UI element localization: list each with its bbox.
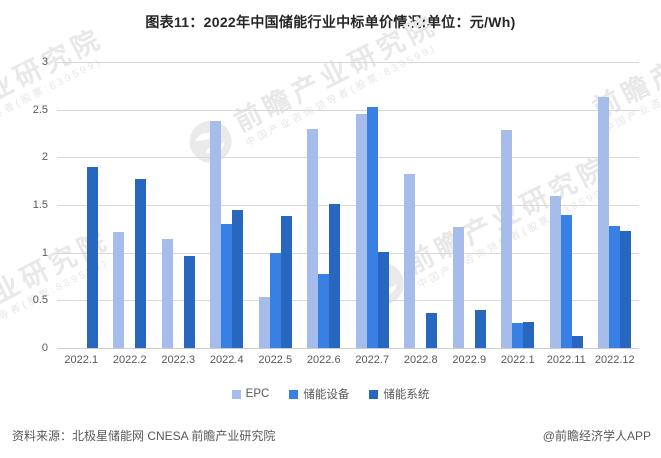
bar-储能设备-2022.12[interactable]: [609, 225, 621, 348]
bar-EPC-2022.2[interactable]: [113, 231, 125, 348]
bar-储能系统-2022.12[interactable]: [620, 230, 632, 348]
x-tick-label: 2022.9: [452, 354, 487, 366]
bar-储能设备-2022.1[interactable]: [512, 323, 524, 348]
bar-EPC-2022.12[interactable]: [598, 97, 610, 348]
plot-area: [57, 62, 639, 349]
legend-item-储能系统[interactable]: 储能系统: [369, 386, 429, 402]
x-tick-label: 2022.7: [355, 354, 390, 366]
gridline: [57, 62, 639, 63]
bar-group: [348, 62, 397, 348]
footer: 资料来源：北极星储能网 CNESA 前瞻产业研究院 @前瞻经济学人APP: [12, 427, 651, 444]
gridline: [57, 109, 639, 111]
bar-EPC-2022.9[interactable]: [452, 226, 464, 348]
bar-储能设备-2022.4[interactable]: [221, 224, 233, 348]
y-tick-label: 1.5: [32, 199, 48, 211]
bar-储能设备-2022.5[interactable]: [269, 252, 281, 348]
bar-group: [203, 62, 252, 348]
bar-储能系统-2022.1[interactable]: [86, 166, 98, 348]
gridline: [57, 157, 639, 159]
x-axis: 2022.1 2022.2 2022.3 2022.4 2022.5 2022.6 2022…: [57, 354, 639, 366]
y-tick-label: 1: [41, 246, 48, 259]
bar-EPC-2022.1[interactable]: [501, 129, 513, 348]
gridline: [57, 300, 639, 302]
gridline: [57, 205, 639, 206]
bar-group: [154, 62, 203, 348]
y-tick-label: 3: [41, 56, 48, 68]
bar-group: [300, 62, 349, 348]
bar-group: [397, 62, 446, 348]
bar-储能系统-2022.2[interactable]: [135, 179, 147, 348]
bar-group: [251, 62, 300, 348]
bar-储能系统-2022.11[interactable]: [571, 335, 583, 348]
bar-储能设备-2022.6[interactable]: [318, 273, 330, 348]
source-note: 资料来源：北极星储能网 CNESA 前瞻产业研究院: [12, 429, 276, 443]
legend-label: 储能系统: [383, 389, 430, 401]
legend-swatch-icon: [289, 389, 299, 399]
bar-group: [57, 62, 106, 348]
credit-note: @前瞻经济学人APP: [542, 429, 651, 443]
bar-EPC-2022.3[interactable]: [161, 239, 173, 348]
bar-储能系统-2022.8[interactable]: [426, 312, 438, 348]
bar-EPC-2022.7[interactable]: [355, 114, 367, 348]
x-tick-label: 2022.1: [500, 354, 535, 366]
bar-储能设备-2022.7[interactable]: [366, 106, 378, 348]
y-tick-label: 0.5: [32, 294, 48, 307]
bar-group: [591, 62, 640, 348]
y-tick-label: 2.5: [32, 103, 48, 116]
bar-group: [494, 62, 543, 348]
bar-储能系统-2022.7[interactable]: [377, 251, 389, 348]
x-tick-label: 2022.8: [403, 354, 438, 366]
legend: EPC 储能设备 储能系统: [0, 386, 661, 402]
bar-EPC-2022.4[interactable]: [210, 121, 222, 348]
legend-swatch-icon: [369, 389, 379, 399]
x-tick-label: 2022.4: [209, 354, 244, 366]
bar-储能设备-2022.11[interactable]: [560, 214, 572, 348]
bar-储能系统-2022.1[interactable]: [523, 322, 535, 348]
legend-swatch-icon: [231, 389, 241, 399]
x-tick-label: 2022.1: [64, 354, 99, 366]
bar-EPC-2022.6[interactable]: [307, 128, 319, 348]
gridline: [57, 348, 639, 349]
legend-label: EPC: [245, 388, 270, 400]
bar-group: [445, 62, 494, 348]
bar-EPC-2022.11[interactable]: [549, 196, 561, 348]
bar-EPC-2022.8[interactable]: [404, 173, 416, 348]
bar-储能系统-2022.5[interactable]: [280, 215, 292, 348]
bar-储能系统-2022.3[interactable]: [183, 255, 195, 348]
x-tick-label: 2022.2: [112, 354, 147, 366]
y-tick-label: 2: [41, 151, 48, 164]
x-tick-label: 2022.3: [161, 354, 196, 366]
x-tick-label: 2022.5: [258, 354, 293, 366]
bar-EPC-2022.5[interactable]: [258, 296, 270, 348]
chart-title: 图表11：2022年中国储能行业中标单价情况(单位：元/Wh): [145, 14, 516, 30]
legend-item-储能设备[interactable]: 储能设备: [289, 386, 349, 402]
gridline: [57, 252, 639, 254]
x-tick-label: 2022.6: [306, 354, 341, 366]
bar-group: [542, 62, 591, 348]
bar-储能系统-2022.9[interactable]: [474, 309, 486, 348]
y-tick-label: 0: [41, 342, 48, 354]
x-tick-label: 2022.11: [546, 354, 586, 366]
bar-储能系统-2022.6[interactable]: [329, 204, 341, 348]
bar-group: [106, 62, 155, 348]
bar-储能系统-2022.4[interactable]: [232, 209, 244, 348]
legend-label: 储能设备: [303, 389, 350, 401]
bars: [57, 62, 639, 348]
legend-item-EPC[interactable]: EPC: [231, 386, 270, 402]
x-tick-label: 2022.12: [594, 354, 635, 366]
